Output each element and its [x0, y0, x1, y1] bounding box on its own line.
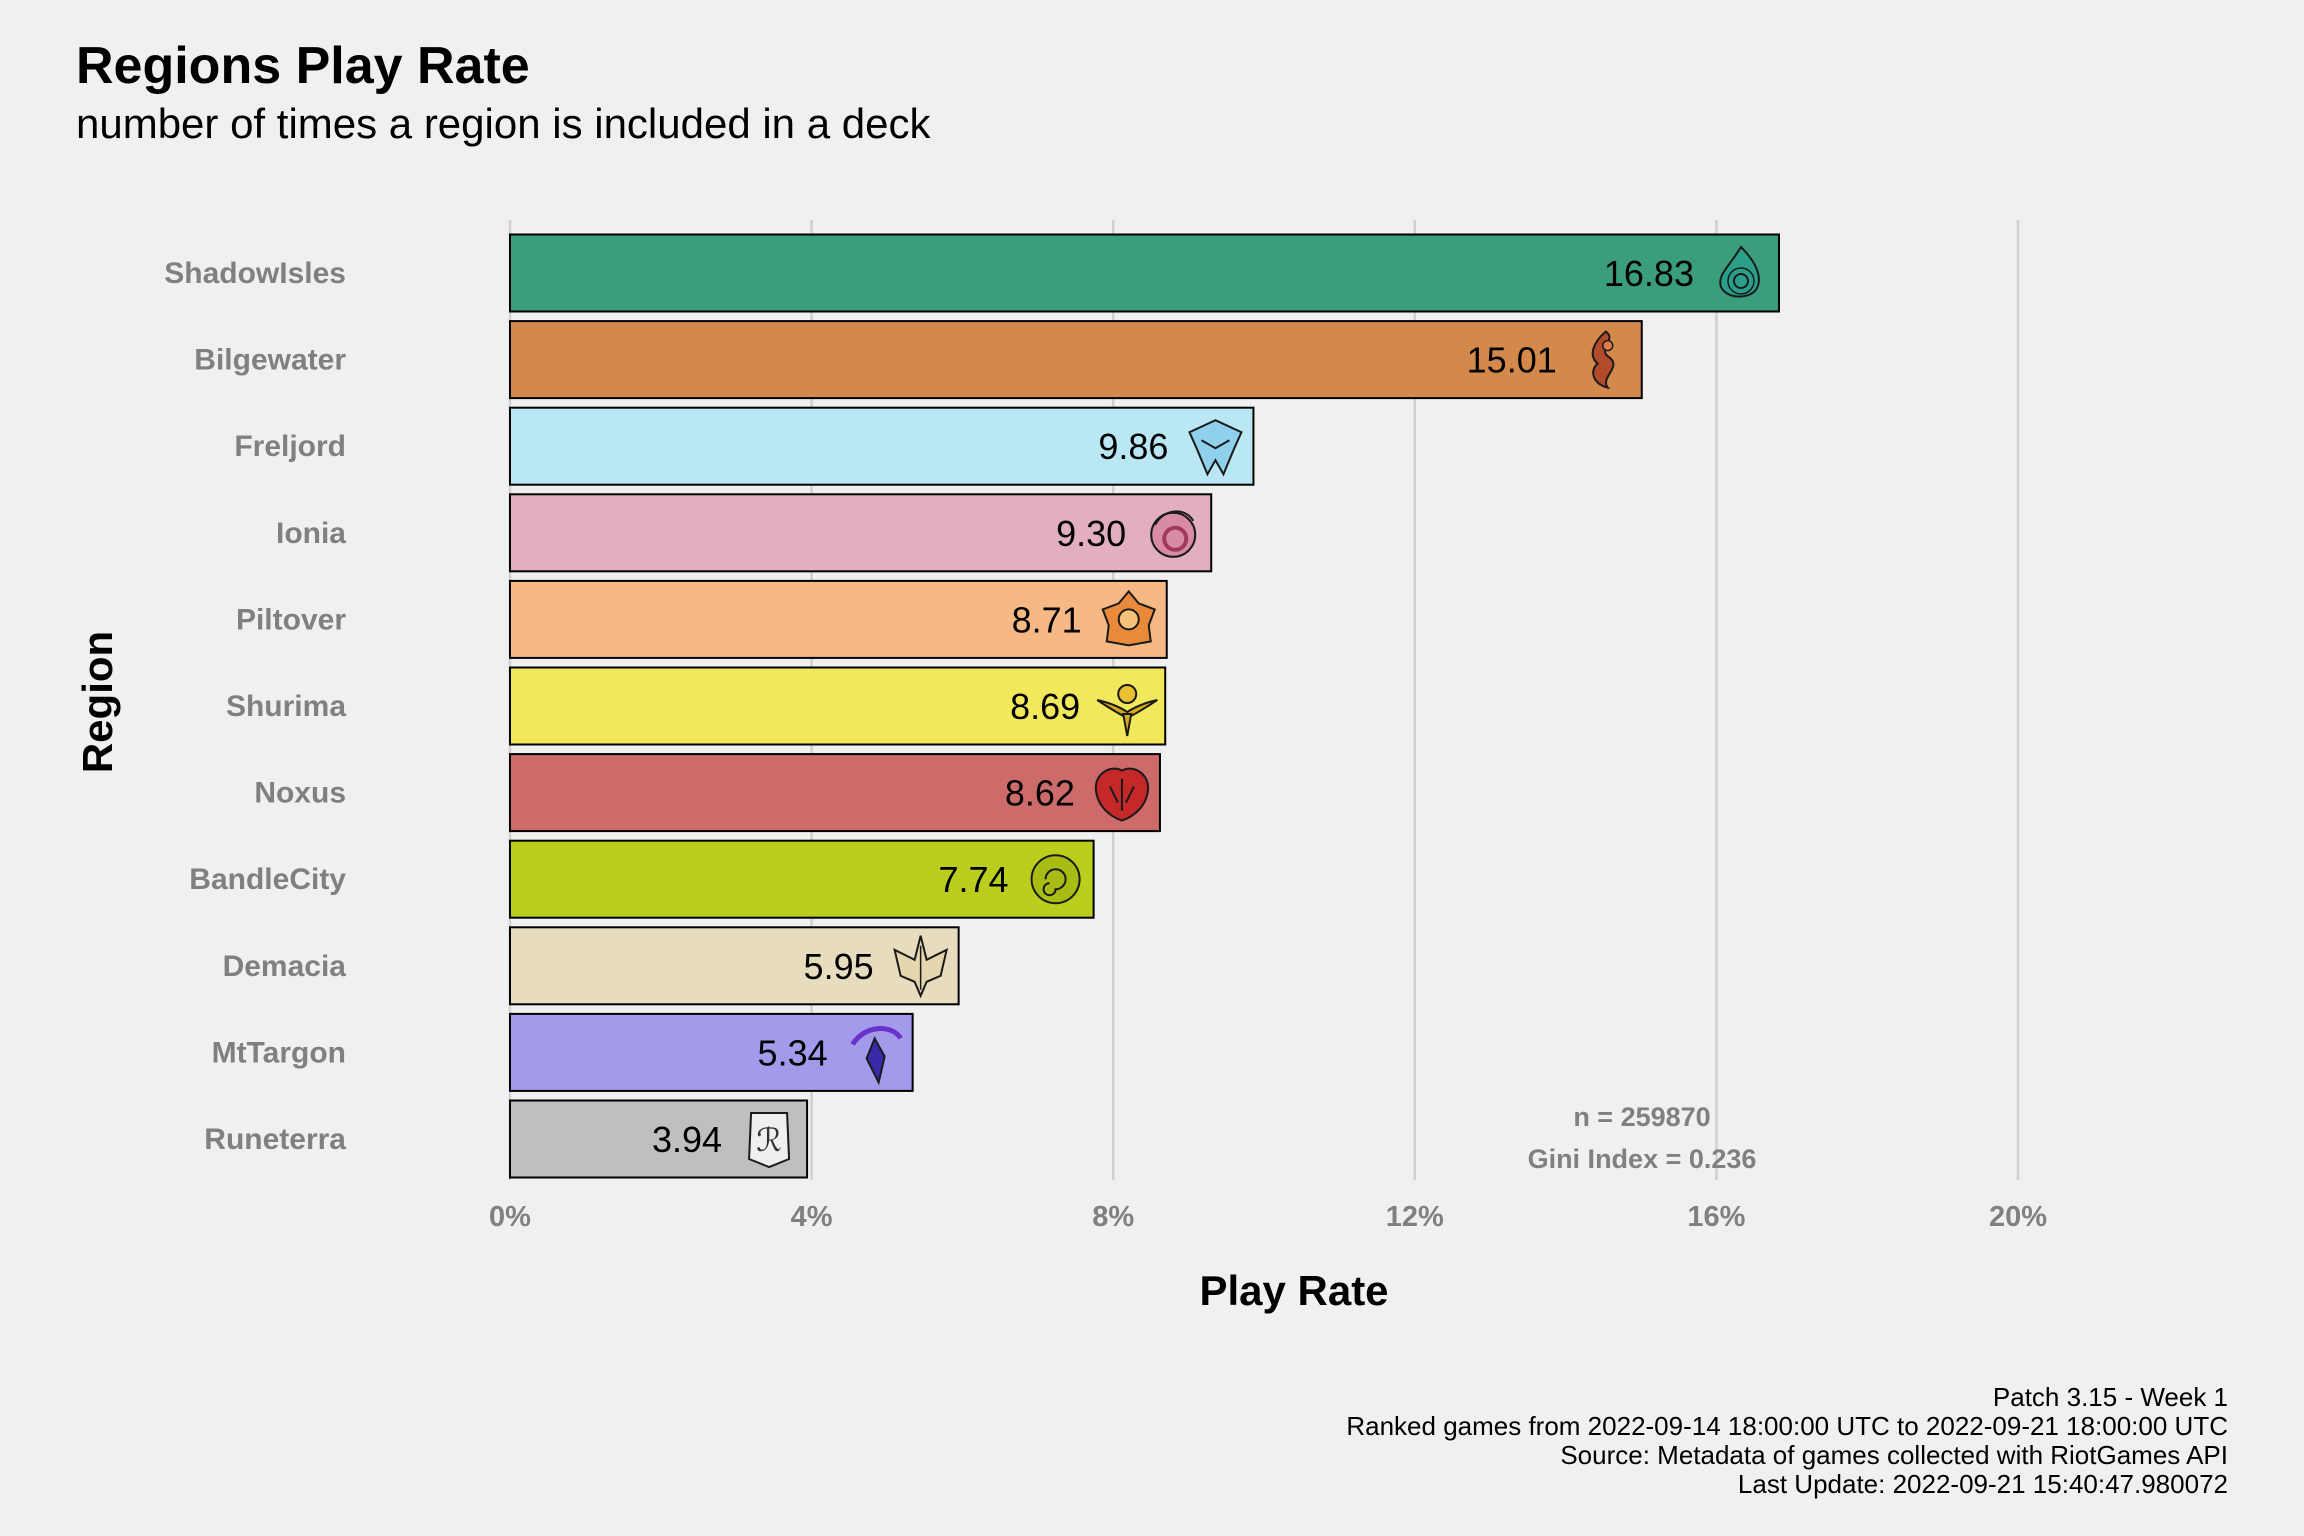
- gini-annotation: Gini Index = 0.236: [1528, 1144, 1757, 1174]
- x-tick-label: 12%: [1386, 1201, 1444, 1233]
- x-tick-label: 4%: [791, 1201, 833, 1233]
- x-axis-label: Play Rate: [1199, 1267, 1388, 1314]
- sample-size-annotation: n = 259870: [1573, 1102, 1710, 1132]
- ionia-icon: [1150, 510, 1197, 558]
- caption-patch: Patch 3.15 - Week 1: [1992, 1382, 2228, 1412]
- value-label: 3.94: [652, 1119, 722, 1160]
- category-label: Noxus: [254, 777, 346, 810]
- bars: 16.83 15.01 9.86 9.30 8.71 8.69 8.62 7.74 5.95 5.…: [509, 233, 1780, 1179]
- bar-shurima: [509, 666, 1167, 746]
- category-label: ShadowIsles: [164, 257, 346, 290]
- bar-shadowisles: [509, 233, 1780, 313]
- category-label: Bilgewater: [194, 344, 346, 377]
- mt-targon-icon: [850, 1026, 903, 1086]
- caption-date-range: Ranked games from 2022-09-14 18:00:00 UT…: [1346, 1411, 2228, 1441]
- x-tick-labels: 0% 4% 8% 12% 16% 20%: [489, 1201, 2047, 1233]
- piltover-icon: [1101, 589, 1157, 647]
- value-label: 16.83: [1604, 253, 1694, 294]
- shadow-isles-icon: [1719, 245, 1760, 298]
- demacia-icon: [893, 935, 949, 999]
- x-tick-label: 8%: [1092, 1201, 1134, 1233]
- bar-ionia: [509, 493, 1213, 573]
- bar-demacia: [509, 926, 960, 1006]
- category-label: Piltover: [236, 603, 346, 636]
- caption: Patch 3.15 - Week 1 Ranked games from 20…: [1346, 1383, 2228, 1499]
- bar-bilgewater: [509, 320, 1643, 400]
- x-tick-label: 16%: [1687, 1201, 1745, 1233]
- caption-last-update: Last Update: 2022-09-21 15:40:47.980072: [1737, 1469, 2228, 1499]
- category-label: Ionia: [276, 517, 346, 550]
- category-label: Shurima: [226, 690, 346, 723]
- runeterra-icon: ℛ: [748, 1112, 791, 1169]
- category-label: Runeterra: [204, 1123, 346, 1156]
- y-axis-label: Region: [74, 631, 121, 773]
- category-label: Freljord: [234, 430, 346, 463]
- bilgewater-icon: [1591, 330, 1615, 390]
- value-label: 5.95: [804, 946, 874, 987]
- category-label: BandleCity: [189, 863, 346, 896]
- bar-mttargon: [509, 1012, 914, 1092]
- noxus-icon: [1094, 767, 1149, 822]
- bandle-city-icon: [1030, 854, 1081, 905]
- category-label: MtTargon: [212, 1036, 346, 1069]
- value-label: 8.71: [1012, 599, 1082, 640]
- caption-source: Source: Metadata of games collected with…: [1560, 1440, 2228, 1470]
- y-tick-labels: ShadowIsles Bilgewater Freljord Ionia Piltov…: [164, 257, 346, 1156]
- value-label: 9.86: [1098, 426, 1168, 467]
- shurima-icon: [1096, 684, 1158, 737]
- value-label: 7.74: [939, 859, 1009, 900]
- bar-bandlecity: [509, 839, 1095, 919]
- value-label: 5.34: [758, 1032, 828, 1073]
- chart-title: Regions Play Rate: [76, 37, 530, 95]
- value-label: 8.69: [1010, 686, 1080, 727]
- value-label: 15.01: [1467, 340, 1557, 381]
- value-label: 9.30: [1056, 513, 1126, 554]
- category-label: Demacia: [223, 950, 347, 983]
- x-tick-label: 0%: [489, 1201, 531, 1233]
- bar-freljord: [509, 406, 1255, 486]
- bar-piltover: [509, 579, 1168, 659]
- x-tick-label: 20%: [1989, 1201, 2047, 1233]
- runeterra-glyph: ℛ: [756, 1122, 782, 1158]
- bar-noxus: [509, 753, 1161, 833]
- chart-subtitle: number of times a region is included in …: [76, 100, 931, 147]
- freljord-icon: [1188, 419, 1243, 477]
- value-label: 8.62: [1005, 773, 1075, 814]
